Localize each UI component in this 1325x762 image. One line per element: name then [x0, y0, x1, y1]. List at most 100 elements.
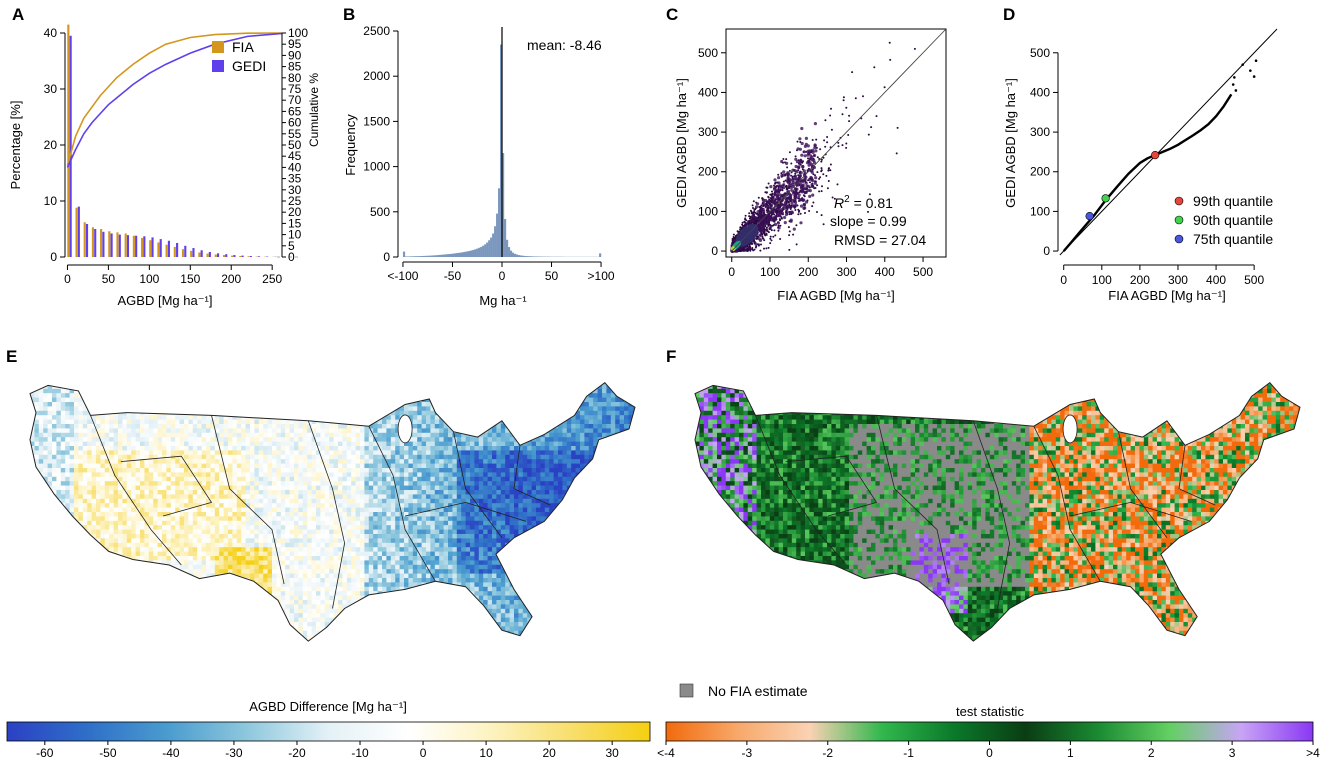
- scatter-point: [790, 162, 793, 165]
- map-e-cell: [588, 406, 594, 412]
- map-e-cell: [197, 382, 202, 385]
- map-e-cell: [307, 441, 312, 447]
- map-e-cell: [338, 415, 343, 420]
- map-e-cell: [566, 397, 572, 403]
- map-e-cell: [452, 419, 458, 425]
- map-e-cell: [69, 441, 75, 447]
- map-e-cell: [426, 406, 431, 412]
- map-e-cell: [566, 419, 572, 425]
- panel-b-y-tick-label: 500: [370, 205, 390, 219]
- map-e-cell: [404, 397, 409, 403]
- map-e-cell: [329, 454, 334, 460]
- map-e-cell: [276, 424, 282, 429]
- scatter-point-dense: [739, 246, 743, 250]
- map-e-cell: [434, 402, 440, 407]
- map-e-cell: [456, 402, 462, 407]
- map-e-cell: [307, 388, 312, 394]
- map-e-cell: [311, 402, 317, 407]
- map-e-cell: [324, 428, 330, 434]
- map-e-cell: [439, 382, 444, 385]
- map-e-cell: [624, 393, 629, 398]
- map-e-cell: [135, 393, 141, 398]
- map-e-cell: [232, 437, 238, 442]
- map-e-cell: [439, 410, 444, 416]
- map-e-cell: [219, 406, 224, 412]
- map-e-cell: [320, 424, 326, 429]
- bar-gedi-8: [135, 235, 138, 257]
- map-e-cell: [377, 402, 383, 407]
- map-e-cell: [316, 397, 321, 403]
- map-e-cell: [60, 397, 66, 403]
- map-e-cell: [518, 388, 524, 394]
- map-e-cell: [65, 393, 70, 398]
- map-e-cell: [509, 415, 515, 420]
- panel-c-y-tick-label: 200: [698, 165, 718, 179]
- map-e-cell: [390, 450, 396, 456]
- legend-gedi-label: GEDI: [232, 58, 266, 74]
- scatter-point-dense: [808, 194, 812, 198]
- map-e-cell: [263, 393, 268, 398]
- map-e-cell: [439, 397, 444, 403]
- scatter-point: [845, 106, 848, 109]
- scatter-point: [782, 158, 785, 160]
- scatter-point-dense: [757, 212, 761, 216]
- map-e-cell: [624, 446, 629, 451]
- map-e-cell: [426, 393, 431, 398]
- map-e-cell: [241, 437, 246, 442]
- panel-b-xlabel: Mg ha⁻¹: [479, 293, 527, 308]
- map-e-cell: [632, 384, 635, 390]
- panel-a-cumulative-lines: [66, 32, 300, 258]
- scatter-point-dense: [770, 196, 775, 200]
- map-e-cell: [258, 428, 264, 434]
- map-e-cell: [201, 388, 207, 394]
- map-e-cell: [500, 437, 506, 442]
- map-e-cell: [113, 432, 119, 438]
- map-e-cell: [500, 446, 506, 451]
- map-e-cell: [267, 424, 273, 429]
- map-e-cell: [113, 424, 119, 429]
- map-e-cell: [342, 450, 348, 456]
- panel-c-slope: slope = 0.99: [830, 213, 907, 229]
- map-e-cell: [465, 384, 471, 390]
- map-e-cell: [351, 437, 356, 442]
- map-e-cell: [192, 441, 198, 447]
- map-e-cell: [82, 437, 88, 442]
- map-e-cell: [566, 393, 572, 398]
- map-e-cell: [307, 382, 312, 385]
- map-e-cell: [408, 388, 414, 394]
- map-e-cell: [338, 441, 343, 447]
- map-e-cell: [597, 393, 603, 398]
- scatter-point: [848, 114, 851, 117]
- map-e-cell: [126, 441, 132, 447]
- scatter-point: [819, 176, 822, 179]
- map-e-cell: [426, 441, 431, 447]
- map-e-cell: [245, 432, 251, 438]
- map-e-cell: [487, 402, 493, 407]
- map-e-cell: [122, 415, 128, 420]
- map-e-cell: [593, 393, 598, 398]
- map-e-cell: [87, 432, 92, 438]
- map-e-cell: [74, 388, 79, 394]
- map-e-cell: [575, 393, 581, 398]
- map-e-cell: [505, 415, 510, 420]
- map-e-cell: [580, 410, 585, 416]
- map-e-cell: [342, 410, 348, 416]
- map-e-cell: [43, 397, 48, 403]
- map-e-cell: [302, 441, 308, 447]
- map-e-cell: [219, 441, 224, 447]
- bar-gedi-5: [110, 233, 113, 257]
- map-e-cell: [60, 419, 66, 425]
- map-e-cell: [316, 450, 321, 456]
- map-e-cell: [606, 388, 612, 394]
- bar-b-65: [531, 256, 534, 257]
- map-e-cell: [82, 454, 88, 460]
- map-e-cell: [465, 424, 471, 429]
- map-e-cell: [509, 384, 515, 390]
- map-e-cell: [412, 402, 418, 407]
- map-e-cell: [166, 388, 172, 394]
- map-e-cell: [417, 428, 422, 434]
- map-e-cell: [509, 450, 515, 456]
- map-e-cell: [395, 450, 400, 456]
- map-e-cell: [276, 454, 282, 460]
